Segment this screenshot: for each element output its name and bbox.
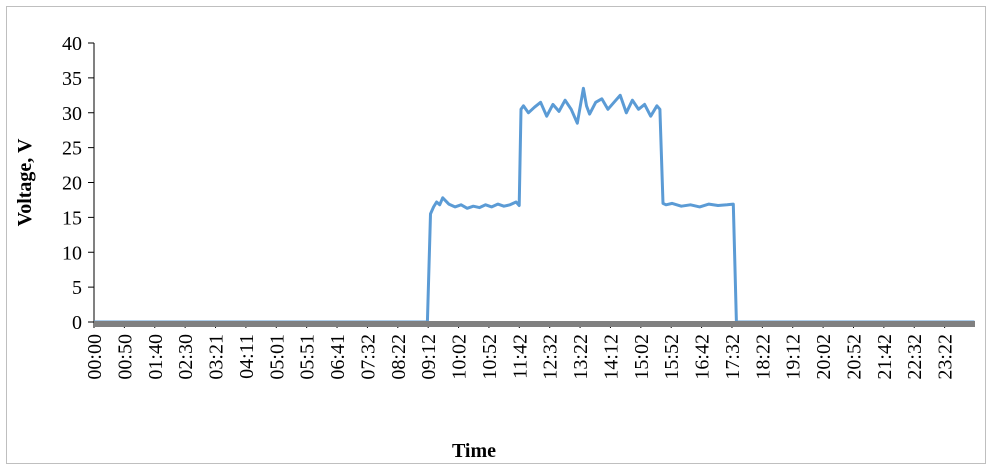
- voltage-time-chart: 0 5 10 15 20 25 30 35 40 00:00 00:50 01:40 02:30 03:…: [14, 33, 975, 462]
- x-tick-label: 13:22: [570, 334, 592, 380]
- x-tick-label: 11:42: [509, 334, 531, 379]
- x-tick-label: 18:22: [752, 334, 774, 380]
- x-tick-label: 04:11: [236, 334, 258, 379]
- x-tick-label: 14:12: [600, 334, 622, 380]
- x-tick-label: 15:02: [631, 334, 653, 380]
- x-tick-label: 23:22: [935, 334, 957, 380]
- x-tick-label: 01:40: [145, 334, 167, 380]
- x-tick-label: 03:21: [206, 334, 228, 380]
- y-tick-label: 10: [62, 242, 82, 264]
- x-tick-label: 07:32: [357, 334, 379, 380]
- x-tick-label: 00:50: [114, 334, 136, 380]
- y-tick-label: 0: [72, 312, 82, 334]
- y-axis-title: Voltage, V: [14, 138, 36, 226]
- y-tick-label: 35: [62, 68, 82, 90]
- x-tick-label: 08:22: [388, 334, 410, 380]
- x-tick-label: 00:00: [84, 334, 106, 380]
- x-tick-label: 10:02: [449, 334, 471, 380]
- y-tick-label: 30: [62, 103, 82, 125]
- x-tick-label: 09:12: [418, 334, 440, 380]
- x-tick-label: 06:41: [327, 334, 349, 380]
- y-tick-label: 40: [62, 33, 82, 55]
- chart-frame: 0 5 10 15 20 25 30 35 40 00:00 00:50 01:40 02:30 03:…: [6, 6, 986, 464]
- y-tick-label: 20: [62, 173, 82, 195]
- x-tick-label: 05:51: [297, 334, 319, 380]
- x-tick-label: 05:01: [266, 334, 288, 380]
- x-tick-label: 02:30: [175, 334, 197, 380]
- x-tick-label: 20:52: [843, 334, 865, 380]
- y-tick-label: 25: [62, 138, 82, 160]
- x-tick-label: 20:02: [813, 334, 835, 380]
- x-tick-label: 16:42: [692, 334, 714, 380]
- x-tick-label: 17:32: [722, 334, 744, 380]
- x-tick-label: 10:52: [479, 334, 501, 380]
- x-tick-label: 22:32: [904, 334, 926, 380]
- voltage-series-line: [94, 86, 975, 324]
- x-tick-label: 21:42: [874, 334, 896, 380]
- x-tick-label: 19:12: [783, 334, 805, 380]
- x-tick-label: 15:52: [661, 334, 683, 380]
- y-tick-label: 5: [72, 277, 82, 299]
- x-tick-label: 12:32: [540, 334, 562, 380]
- x-axis-title: Time: [452, 440, 496, 462]
- y-tick-label: 15: [62, 207, 82, 229]
